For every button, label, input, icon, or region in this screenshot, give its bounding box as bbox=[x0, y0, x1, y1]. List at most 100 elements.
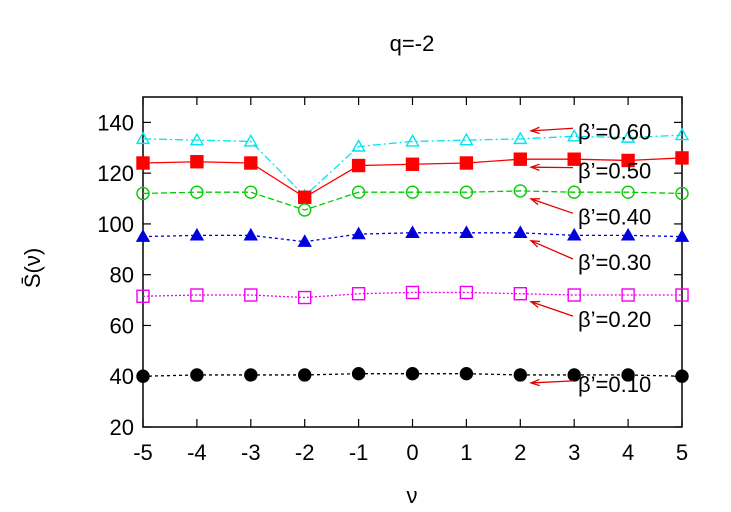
data-point bbox=[513, 287, 527, 301]
data-point bbox=[566, 227, 582, 241]
x-tick-label: 5 bbox=[676, 440, 688, 465]
annotation-arrow bbox=[530, 240, 574, 260]
data-point bbox=[459, 366, 474, 381]
data-point bbox=[513, 131, 528, 145]
annotation-arrow bbox=[531, 380, 574, 384]
x-tick-label: -3 bbox=[241, 440, 261, 465]
data-point bbox=[675, 369, 689, 383]
data-point bbox=[405, 285, 420, 300]
series bbox=[136, 184, 689, 217]
data-point bbox=[459, 225, 474, 239]
y-axis-label: S̄(ν) bbox=[20, 248, 45, 288]
data-point bbox=[405, 157, 420, 171]
data-point bbox=[567, 152, 581, 166]
data-point bbox=[513, 184, 527, 198]
data-point bbox=[244, 185, 258, 199]
data-point bbox=[351, 226, 366, 240]
y-tick-label: 140 bbox=[97, 110, 134, 135]
annotation-arrowhead bbox=[529, 126, 540, 135]
data-point bbox=[351, 287, 366, 301]
series-label: β’=0.30 bbox=[578, 250, 651, 275]
data-point bbox=[459, 156, 474, 170]
data-point bbox=[297, 234, 312, 247]
data-point bbox=[675, 151, 689, 165]
data-point bbox=[459, 185, 474, 199]
data-point bbox=[620, 227, 636, 241]
data-point bbox=[459, 132, 474, 146]
x-tick-label: -1 bbox=[349, 440, 369, 465]
x-tick-label: -5 bbox=[133, 440, 153, 465]
data-point bbox=[675, 186, 689, 201]
series bbox=[136, 285, 689, 305]
series-label: β’=0.60 bbox=[578, 119, 651, 144]
data-point bbox=[243, 134, 259, 147]
data-point bbox=[459, 285, 474, 300]
data-point bbox=[298, 290, 312, 305]
data-point bbox=[621, 153, 635, 168]
data-point bbox=[405, 366, 420, 381]
data-point bbox=[566, 128, 582, 142]
annotation-arrow bbox=[530, 198, 574, 214]
series bbox=[136, 151, 689, 204]
data-point bbox=[621, 185, 635, 199]
y-tick-label: 100 bbox=[97, 212, 134, 237]
series-label: β’=0.20 bbox=[578, 307, 651, 332]
data-point bbox=[351, 185, 366, 199]
data-point bbox=[513, 225, 528, 239]
data-point bbox=[136, 289, 150, 303]
data-point bbox=[244, 288, 258, 302]
series bbox=[135, 225, 690, 247]
data-point bbox=[351, 366, 366, 381]
annotation-layer: β’=0.60 β’=0.50 β’=0.40 β’=0.30 β’=0.20 β’=0.… bbox=[529, 119, 651, 397]
chart-title: q=-2 bbox=[390, 31, 435, 56]
data-point bbox=[513, 368, 527, 382]
y-tick-label: 80 bbox=[110, 263, 134, 288]
data-point bbox=[136, 156, 150, 170]
data-point bbox=[621, 368, 635, 382]
data-point bbox=[298, 368, 312, 382]
x-tick-label: 3 bbox=[568, 440, 580, 465]
x-tick-label: 0 bbox=[406, 440, 418, 465]
series-label: β’=0.50 bbox=[578, 159, 651, 184]
x-tick-label: 4 bbox=[622, 440, 634, 465]
data-point bbox=[190, 288, 204, 302]
data-point bbox=[135, 229, 151, 242]
data-point bbox=[189, 132, 205, 146]
series-label: β’=0.10 bbox=[578, 372, 651, 397]
data-point bbox=[136, 186, 150, 201]
data-point bbox=[351, 158, 366, 173]
data-point bbox=[405, 225, 420, 239]
y-tick-label: 40 bbox=[110, 364, 134, 389]
data-point bbox=[244, 156, 258, 170]
data-point bbox=[513, 152, 527, 166]
data-point bbox=[351, 139, 366, 152]
series-layer bbox=[135, 127, 690, 383]
data-point bbox=[405, 185, 420, 199]
data-point bbox=[567, 185, 581, 199]
annotation-arrowhead bbox=[529, 163, 540, 171]
data-point bbox=[567, 368, 581, 382]
data-point bbox=[190, 368, 204, 382]
series-line bbox=[142, 190, 683, 211]
y-tick-label: 20 bbox=[110, 415, 134, 440]
series-label: β’=0.40 bbox=[578, 204, 651, 229]
data-point bbox=[620, 130, 636, 143]
series-line bbox=[142, 291, 682, 299]
data-point bbox=[244, 368, 258, 382]
data-point bbox=[405, 134, 420, 147]
x-tick-label: 1 bbox=[460, 440, 472, 465]
annotation-arrow bbox=[531, 127, 574, 132]
x-tick-label: -4 bbox=[187, 440, 207, 465]
annotation-arrowhead bbox=[529, 378, 540, 387]
y-tick-label: 60 bbox=[110, 313, 134, 338]
annotation-arrowhead bbox=[529, 240, 541, 248]
data-point bbox=[190, 185, 204, 199]
series-line bbox=[142, 134, 683, 197]
data-point bbox=[674, 229, 690, 242]
data-point bbox=[674, 127, 690, 141]
x-axis-label: ν bbox=[407, 483, 418, 508]
annotation-arrow bbox=[530, 301, 574, 317]
data-point bbox=[190, 155, 204, 169]
data-point bbox=[189, 227, 205, 241]
